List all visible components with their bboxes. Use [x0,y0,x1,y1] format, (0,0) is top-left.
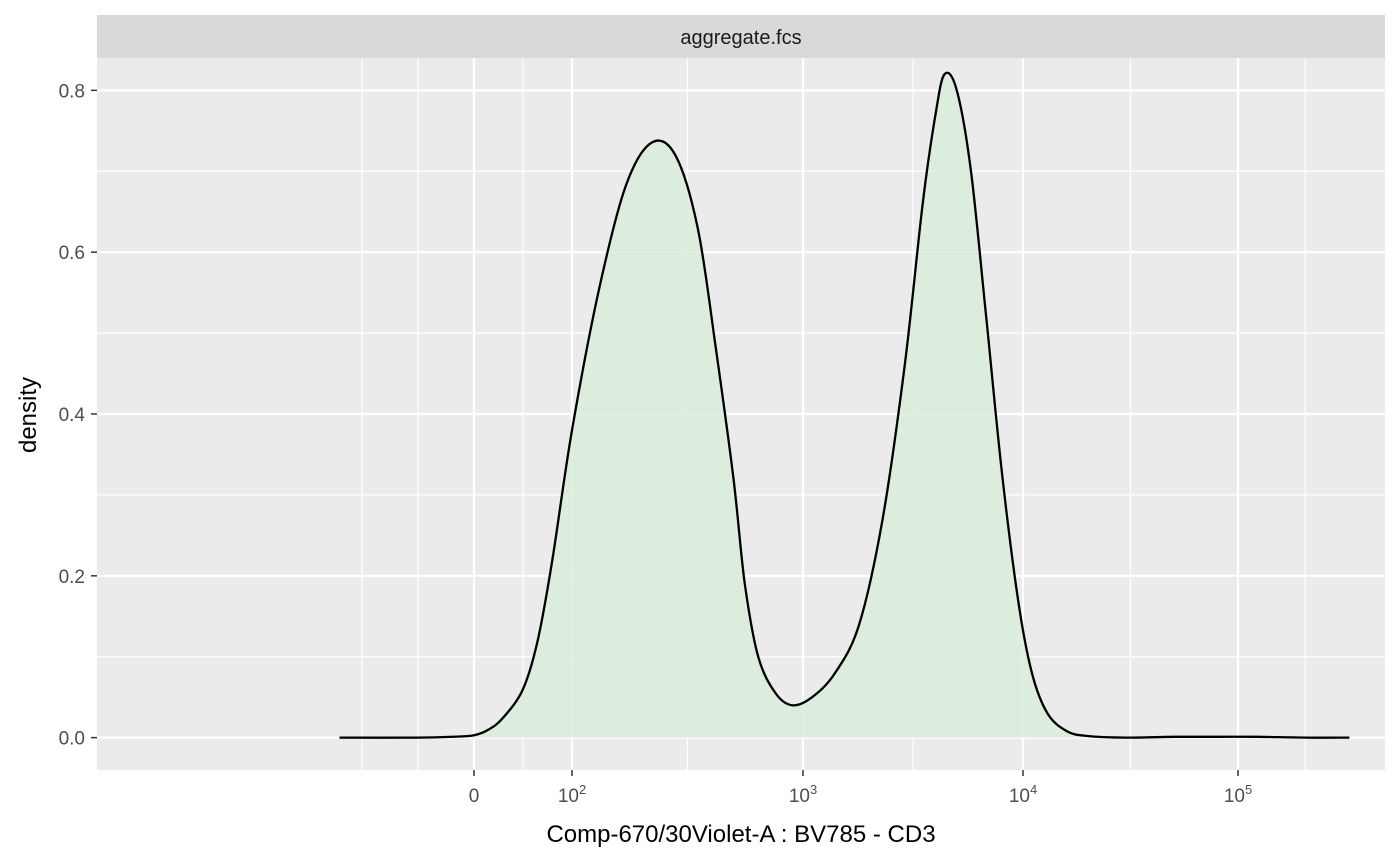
density-curve-layer [339,71,1350,739]
major-gridlines [97,58,1385,770]
x-tick-label: 104 [1009,782,1037,807]
x-tick-label: 103 [789,782,817,807]
x-tick-label: 105 [1224,782,1252,807]
y-tick-label: 0.8 [59,81,85,102]
x-axis-title: Comp-670/30Violet-A : BV785 - CD3 [546,821,935,848]
x-axis: 0 102 103 104 105 [469,770,1252,807]
density-area [339,72,1350,738]
strip-background [97,15,1385,58]
y-tick-label: 0.6 [59,243,85,264]
density-line [339,71,1350,739]
y-tick-label: 0.4 [59,405,86,426]
y-tick-label: 0.0 [59,729,85,750]
x-tick-label: 102 [558,782,586,807]
y-axis-title: density [15,377,42,453]
x-tick-label: 0 [469,786,480,807]
y-axis: 0.0 0.2 0.4 0.6 0.8 [59,81,97,750]
y-tick-label: 0.2 [59,567,85,588]
panel-title: aggregate.fcs [680,27,801,49]
